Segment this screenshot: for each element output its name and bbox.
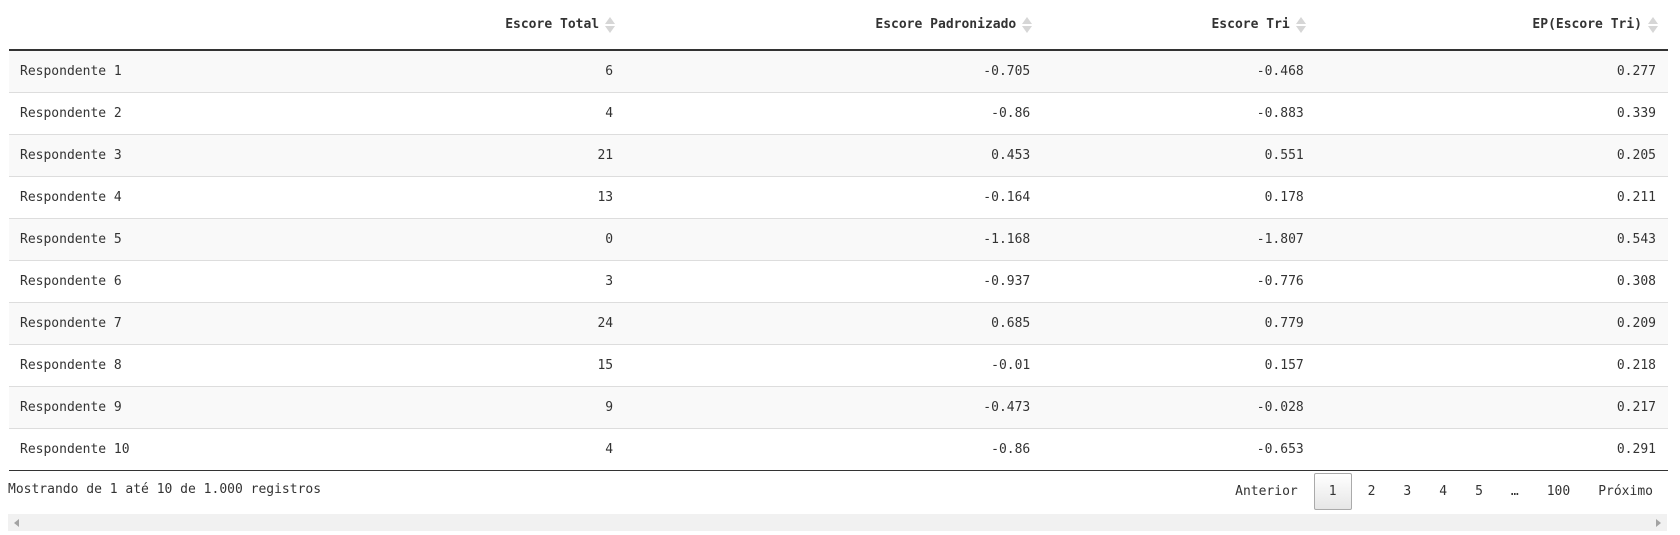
pagination-page-2[interactable]: 2	[1367, 484, 1376, 499]
table-row: Respondente 10 4 -0.86 -0.653 0.291	[9, 428, 1668, 471]
escore-padronizado-cell: -1.168	[625, 218, 1043, 261]
pagination-page-1[interactable]: 1	[1313, 473, 1352, 510]
escore-total-cell: 6	[360, 50, 626, 93]
escore-total-cell: 0	[360, 218, 626, 261]
escore-padronizado-cell: 0.685	[625, 302, 1043, 345]
data-table-container: Escore Total Escore Padronizado Escore T…	[9, 0, 1668, 471]
column-header-label: EP(Escore Tri)	[1532, 17, 1642, 32]
table-footer: Mostrando de 1 até 10 de 1.000 registros…	[8, 473, 1667, 510]
row-name-cell: Respondente 6	[9, 260, 361, 303]
escore-tri-cell: 0.157	[1042, 344, 1316, 387]
escore-padronizado-cell: 0.453	[625, 134, 1043, 177]
escore-padronizado-cell: -0.473	[625, 386, 1043, 429]
row-name-cell: Respondente 8	[9, 344, 361, 387]
table-row: Respondente 9 9 -0.473 -0.028 0.217	[9, 386, 1668, 429]
ep-escore-tri-cell: 0.205	[1315, 134, 1668, 177]
scroll-left-arrow-icon[interactable]	[14, 519, 19, 527]
table-header: Escore Total Escore Padronizado Escore T…	[9, 0, 1668, 51]
pagination-page-4[interactable]: 4	[1439, 484, 1448, 499]
scroll-right-arrow-icon[interactable]	[1656, 519, 1661, 527]
escore-tri-cell: -0.468	[1042, 50, 1316, 93]
ep-escore-tri-cell: 0.218	[1315, 344, 1668, 387]
escore-tri-cell: -0.028	[1042, 386, 1316, 429]
table-info-text: Mostrando de 1 até 10 de 1.000 registros	[8, 482, 322, 497]
escore-total-cell: 24	[360, 302, 626, 345]
escore-tri-cell: 0.551	[1042, 134, 1316, 177]
sort-icon[interactable]	[605, 16, 616, 33]
column-header-label: Escore Tri	[1211, 17, 1290, 32]
ep-escore-tri-cell: 0.217	[1315, 386, 1668, 429]
column-header-escore-padronizado[interactable]: Escore Padronizado	[625, 0, 1043, 51]
ep-escore-tri-cell: 0.308	[1315, 260, 1668, 303]
pagination: Anterior 1 2 3 4 5 … 100 Próximo	[1221, 473, 1667, 510]
escore-total-cell: 4	[360, 92, 626, 135]
column-header-rownames	[9, 0, 361, 51]
ep-escore-tri-cell: 0.209	[1315, 302, 1668, 345]
table-body: Respondente 1 6 -0.705 -0.468 0.277 Responde…	[9, 50, 1668, 471]
escore-total-cell: 3	[360, 260, 626, 303]
escore-padronizado-cell: -0.937	[625, 260, 1043, 303]
ep-escore-tri-cell: 0.339	[1315, 92, 1668, 135]
table-row: Respondente 2 4 -0.86 -0.883 0.339	[9, 92, 1668, 135]
row-name-cell: Respondente 7	[9, 302, 361, 345]
table-row: Respondente 4 13 -0.164 0.178 0.211	[9, 176, 1668, 219]
table-row: Respondente 6 3 -0.937 -0.776 0.308	[9, 260, 1668, 303]
column-header-escore-total[interactable]: Escore Total	[360, 0, 626, 51]
pagination-page-100[interactable]: 100	[1546, 484, 1571, 499]
table-row: Respondente 8 15 -0.01 0.157 0.218	[9, 344, 1668, 387]
escore-total-cell: 9	[360, 386, 626, 429]
table-row: Respondente 3 21 0.453 0.551 0.205	[9, 134, 1668, 177]
row-name-cell: Respondente 3	[9, 134, 361, 177]
column-header-escore-tri[interactable]: Escore Tri	[1042, 0, 1316, 51]
column-header-label: Escore Total	[505, 17, 600, 32]
pagination-ellipsis: …	[1510, 484, 1519, 499]
row-name-cell: Respondente 1	[9, 50, 361, 93]
escore-tri-cell: 0.779	[1042, 302, 1316, 345]
escore-padronizado-cell: -0.01	[625, 344, 1043, 387]
row-name-cell: Respondente 4	[9, 176, 361, 219]
sort-icon[interactable]	[1022, 16, 1033, 33]
escore-tri-cell: -0.776	[1042, 260, 1316, 303]
sort-icon[interactable]	[1295, 16, 1306, 33]
horizontal-scrollbar[interactable]	[8, 514, 1667, 531]
row-name-cell: Respondente 2	[9, 92, 361, 135]
table-row: Respondente 7 24 0.685 0.779 0.209	[9, 302, 1668, 345]
escore-total-cell: 13	[360, 176, 626, 219]
escore-padronizado-cell: -0.705	[625, 50, 1043, 93]
table-row: Respondente 5 0 -1.168 -1.807 0.543	[9, 218, 1668, 261]
escore-total-cell: 15	[360, 344, 626, 387]
escore-tri-cell: 0.178	[1042, 176, 1316, 219]
escore-tri-cell: -0.883	[1042, 92, 1316, 135]
escore-padronizado-cell: -0.86	[625, 428, 1043, 471]
data-table: Escore Total Escore Padronizado Escore T…	[9, 0, 1668, 471]
ep-escore-tri-cell: 0.291	[1315, 428, 1668, 471]
row-name-cell: Respondente 10	[9, 428, 361, 471]
pagination-next-button[interactable]: Próximo	[1598, 484, 1653, 499]
row-name-cell: Respondente 5	[9, 218, 361, 261]
escore-total-cell: 21	[360, 134, 626, 177]
escore-padronizado-cell: -0.164	[625, 176, 1043, 219]
ep-escore-tri-cell: 0.211	[1315, 176, 1668, 219]
escore-total-cell: 4	[360, 428, 626, 471]
ep-escore-tri-cell: 0.277	[1315, 50, 1668, 93]
pagination-page-3[interactable]: 3	[1403, 484, 1412, 499]
row-name-cell: Respondente 9	[9, 386, 361, 429]
pagination-previous-button[interactable]: Anterior	[1235, 484, 1298, 499]
ep-escore-tri-cell: 0.543	[1315, 218, 1668, 261]
column-header-label: Escore Padronizado	[875, 17, 1017, 32]
escore-tri-cell: -1.807	[1042, 218, 1316, 261]
escore-tri-cell: -0.653	[1042, 428, 1316, 471]
escore-padronizado-cell: -0.86	[625, 92, 1043, 135]
column-header-ep-escore-tri[interactable]: EP(Escore Tri)	[1315, 0, 1668, 51]
pagination-page-5[interactable]: 5	[1475, 484, 1483, 499]
sort-icon[interactable]	[1648, 16, 1658, 33]
table-row: Respondente 1 6 -0.705 -0.468 0.277	[9, 50, 1668, 93]
